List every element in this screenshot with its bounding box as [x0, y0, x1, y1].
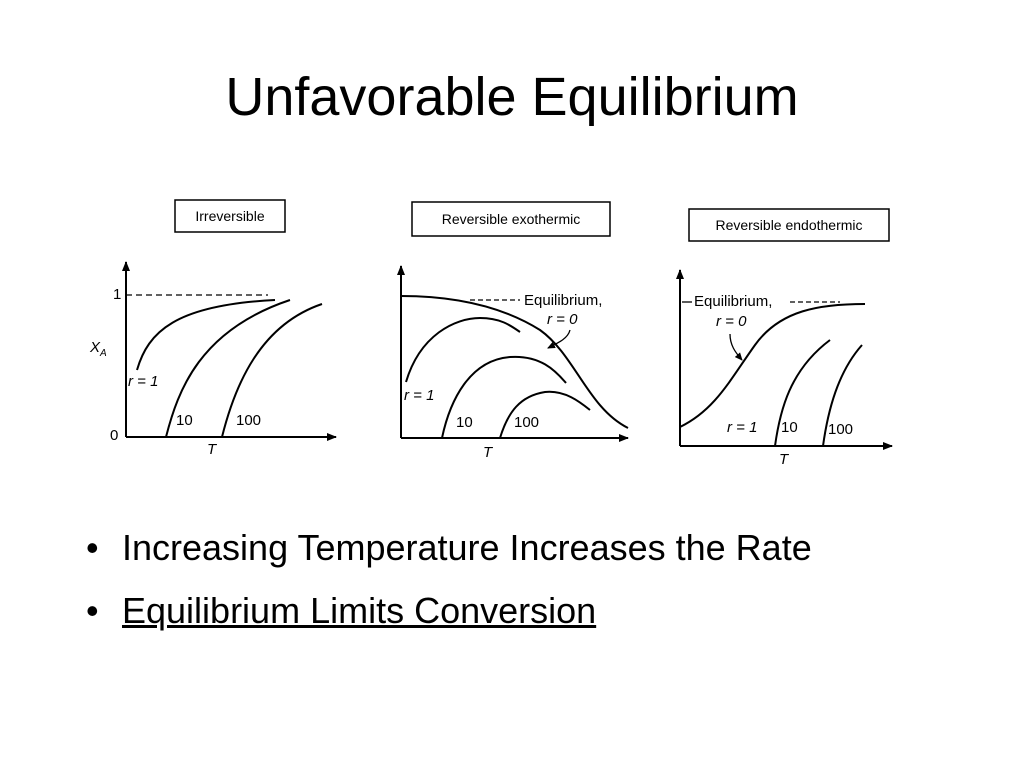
curve-r100 — [499, 390, 591, 439]
equilibrium-curve — [400, 295, 629, 429]
curve-label-r1: r = 1 — [128, 373, 158, 390]
curve-label-r1: r = 1 — [404, 387, 434, 404]
panel-reversible-exothermic: Reversible exothermic T Equilibrium, r =… — [397, 201, 629, 461]
bullet-item: • Increasing Temperature Increases the R… — [80, 520, 960, 575]
curve-label-r1: r = 1 — [727, 419, 757, 436]
bullet-list: • Increasing Temperature Increases the R… — [80, 520, 960, 646]
curve-r1 — [405, 316, 521, 383]
x-axis-label: T — [779, 451, 790, 468]
equilibrium-curve — [679, 303, 866, 428]
curve-r100 — [221, 303, 323, 438]
panel-title: Reversible endothermic — [715, 217, 862, 233]
bullet-marker: • — [86, 527, 99, 568]
curve-r10 — [441, 355, 567, 439]
panel-irreversible: Irreversible 1 0 XA T r = 1 10 100 — [89, 199, 337, 458]
panel-title-box — [688, 208, 890, 242]
bullet-text: Equilibrium Limits Conversion — [122, 590, 597, 631]
panel-title: Irreversible — [195, 208, 264, 224]
bullet-marker: • — [86, 590, 99, 631]
curve-label-r10: 10 — [456, 414, 473, 431]
equilibrium-pointer-arrow — [729, 333, 743, 361]
bullet-text: Increasing Temperature Increases the Rat… — [122, 527, 812, 568]
curve-label-r10: 10 — [176, 412, 193, 429]
panel-title-box — [174, 199, 286, 233]
panel-title-box — [411, 201, 611, 237]
x-axis-label: T — [483, 444, 494, 461]
x-axis-label: T — [207, 441, 218, 458]
panel-reversible-endothermic: Reversible endothermic T Equilibrium, r … — [676, 208, 893, 468]
y-tick-top-label: 1 — [113, 286, 121, 303]
equilibrium-label: Equilibrium, — [694, 293, 772, 310]
curve-r10 — [165, 299, 291, 438]
slide-title: Unfavorable Equilibrium — [225, 67, 799, 127]
equilibrium-label: Equilibrium, — [524, 292, 602, 309]
equilibrium-pointer-arrow — [547, 329, 571, 349]
curve-label-r100: 100 — [514, 414, 539, 431]
y-axis-label: XA — [89, 339, 107, 359]
equilibrium-sub-label: r = 0 — [716, 313, 747, 330]
curve-r1 — [136, 299, 276, 371]
curve-label-r100: 100 — [828, 421, 853, 438]
curve-r10 — [774, 339, 831, 447]
curve-r100 — [822, 344, 863, 447]
curve-label-r100: 100 — [236, 412, 261, 429]
equilibrium-sub-label: r = 0 — [547, 311, 578, 328]
bullet-item: • Equilibrium Limits Conversion — [80, 583, 960, 638]
panel-title: Reversible exothermic — [442, 211, 581, 227]
conversion-temperature-figure: Irreversible 1 0 XA T r = 1 10 100 Rever… — [89, 199, 893, 468]
curve-label-r10: 10 — [781, 419, 798, 436]
y-tick-bottom-label: 0 — [110, 427, 118, 444]
